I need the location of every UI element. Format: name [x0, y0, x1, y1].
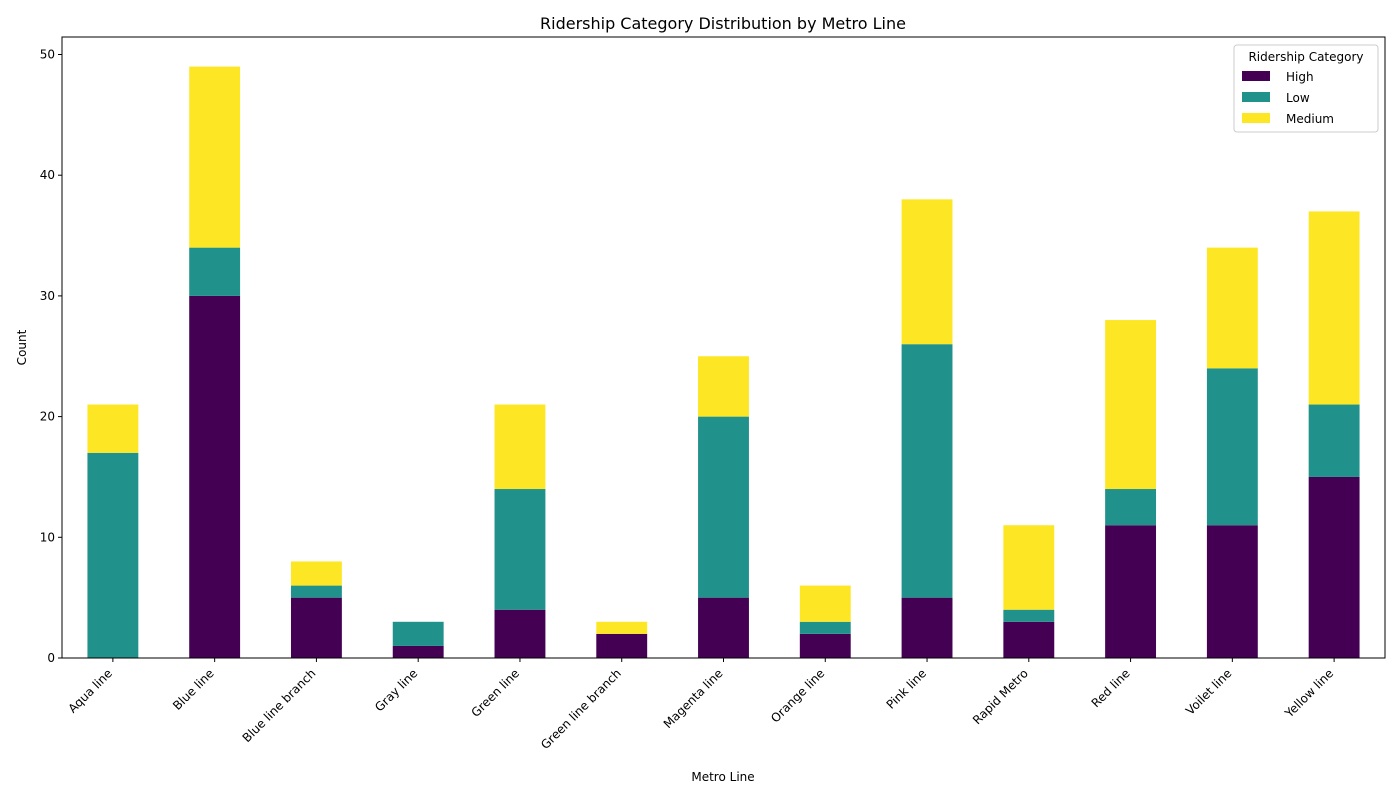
bar-segment [799, 633, 851, 658]
bar-segment [189, 66, 241, 248]
bar-segment [901, 199, 953, 345]
bar-segment [1105, 525, 1157, 658]
bar-segment [1308, 404, 1360, 477]
bar-segment [290, 585, 342, 598]
bar-segment [494, 404, 546, 490]
bar-segment [901, 344, 953, 598]
legend: Ridership Category High Low Medium [1233, 44, 1379, 133]
y-tick-label: 30 [40, 289, 55, 303]
y-axis: 0 10 20 30 40 50 [40, 48, 62, 665]
legend-entry: Low [1286, 91, 1310, 105]
x-tick-label: Yellow line [1281, 666, 1336, 721]
bar-segment [392, 621, 444, 646]
bar-segment [1003, 621, 1055, 658]
plot-frame [61, 36, 1386, 659]
x-tick-label: Aqua line [65, 666, 115, 716]
x-axis-label: Metro Line [691, 770, 754, 784]
x-tick-label: Orange line [768, 666, 827, 725]
legend-swatch [1242, 113, 1270, 123]
y-axis-label: Count [15, 329, 29, 365]
bars-layer [87, 66, 1360, 658]
bar-segment [1206, 525, 1258, 658]
x-tick-label: Blue line [170, 666, 217, 713]
bar-segment [87, 452, 139, 658]
x-tick-label: Rapid Metro [970, 666, 1031, 727]
y-tick-label: 20 [40, 410, 55, 424]
legend-frame [1233, 44, 1379, 133]
bar-segment [392, 645, 444, 658]
y-tick-label: 40 [40, 168, 55, 182]
x-tick-label: Voilet line [1183, 666, 1235, 718]
x-axis: Aqua line Blue line Blue line branch Gray l… [65, 658, 1336, 752]
bar-segment [494, 609, 546, 658]
bar-segment [1003, 525, 1055, 610]
bar-segment [1105, 489, 1157, 526]
bar-segment [698, 597, 749, 658]
bar-segment [1308, 211, 1360, 405]
y-tick-label: 0 [47, 651, 55, 665]
legend-entry: Medium [1286, 112, 1334, 126]
bar-segment [799, 621, 851, 634]
legend-swatch [1242, 92, 1270, 102]
bar-segment [290, 561, 342, 586]
x-tick-label: Gray line [372, 666, 420, 714]
x-tick-label: Blue line branch [240, 666, 319, 745]
bar-segment [1003, 609, 1055, 622]
bar-segment [901, 597, 953, 658]
y-tick-label: 10 [40, 530, 55, 544]
bar-segment [1206, 247, 1258, 369]
bar-segment [1105, 320, 1157, 490]
x-tick-label: Green line [468, 666, 522, 720]
bar-segment [189, 295, 241, 658]
bar-segment [1308, 476, 1360, 658]
bar-segment [596, 621, 648, 634]
bar-segment [799, 585, 851, 622]
legend-title: Ridership Category [1248, 50, 1363, 64]
bar-segment [290, 597, 342, 658]
bar-segment [87, 404, 139, 453]
x-tick-label: Green line branch [538, 666, 624, 752]
y-tick-label: 50 [40, 48, 55, 62]
x-tick-label: Red line [1089, 666, 1133, 710]
bar-segment [494, 489, 546, 610]
bar-segment [1206, 368, 1258, 526]
legend-entry: High [1286, 70, 1314, 84]
bar-segment [698, 356, 749, 417]
chart-title: Ridership Category Distribution by Metro… [540, 14, 906, 33]
bar-segment [698, 416, 749, 598]
x-tick-label: Pink line [884, 666, 929, 711]
legend-swatch [1242, 71, 1270, 81]
bar-segment [189, 247, 241, 296]
bar-segment [596, 633, 648, 658]
x-tick-label: Magenta line [661, 666, 726, 731]
